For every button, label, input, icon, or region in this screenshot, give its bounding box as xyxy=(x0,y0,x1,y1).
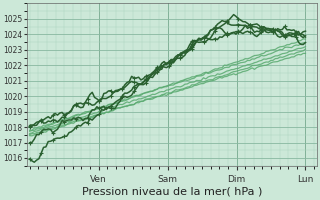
X-axis label: Pression niveau de la mer( hPa ): Pression niveau de la mer( hPa ) xyxy=(82,187,262,197)
